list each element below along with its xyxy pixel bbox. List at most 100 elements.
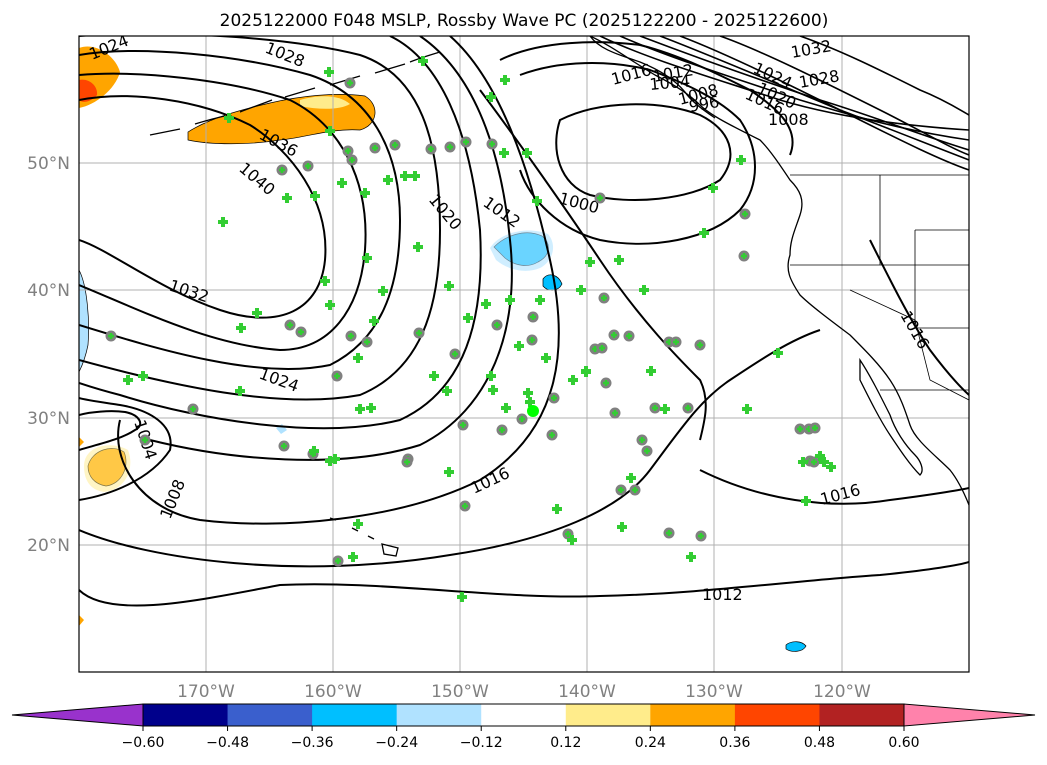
obs-plus-marker xyxy=(601,295,607,301)
obs-plus-marker xyxy=(369,316,379,326)
colorbar-tick-label: −0.12 xyxy=(460,735,503,751)
obs-plus-marker xyxy=(523,388,533,398)
obs-plus-marker xyxy=(325,126,335,136)
anomaly-shading xyxy=(79,46,807,652)
obs-plus-marker xyxy=(324,67,334,77)
contour-label: 1008 xyxy=(768,110,809,129)
obs-plus-marker xyxy=(535,295,545,305)
isobar-1036 xyxy=(79,72,367,352)
north-america-coast xyxy=(589,36,969,506)
obs-plus-marker xyxy=(108,333,114,339)
obs-plus-marker xyxy=(416,330,422,336)
coastal-isobars xyxy=(599,36,969,171)
obs-plus-marker xyxy=(410,171,420,181)
isobar-1016-se xyxy=(699,469,969,505)
obs-plus-marker xyxy=(811,459,817,465)
red-anomaly-nw xyxy=(79,79,98,102)
obs-plus-marker xyxy=(626,333,632,339)
obs-plus-marker xyxy=(218,217,228,227)
obs-plus-marker xyxy=(529,337,535,343)
colorbar-segment xyxy=(396,704,482,726)
obs-plus-marker xyxy=(348,552,358,562)
isobar-1004-sw xyxy=(79,410,142,451)
obs-plus-marker xyxy=(499,148,509,158)
obs-plus-marker xyxy=(463,313,473,323)
obs-plus-marker xyxy=(532,196,542,206)
lon-label: 150°W xyxy=(431,682,489,702)
colorbar-tick-label: −0.36 xyxy=(291,735,334,751)
isobar-1016 xyxy=(117,36,560,525)
colorbar-segment xyxy=(227,704,313,726)
obs-plus-marker xyxy=(362,253,372,263)
colorbar-tick-label: −0.24 xyxy=(375,735,418,751)
longitude-labels: 170°W 160°W 150°W 140°W 130°W 120°W xyxy=(177,682,871,702)
isobar-1024 xyxy=(79,36,482,430)
chart-title: 2025122000 F048 MSLP, Rossby Wave PC (20… xyxy=(220,11,829,31)
isobar-1032 xyxy=(79,50,402,371)
colorbar-segment xyxy=(481,704,567,726)
obs-plus-marker xyxy=(639,285,649,295)
obs-plus-marker xyxy=(697,342,703,348)
lon-label: 130°W xyxy=(685,682,743,702)
obs-plus-marker xyxy=(325,456,335,466)
lon-label: 140°W xyxy=(558,682,616,702)
obs-plus-marker xyxy=(334,373,340,379)
obs-plus-marker xyxy=(597,195,603,201)
obs-plus-marker xyxy=(463,139,469,145)
obs-plus-marker xyxy=(337,178,347,188)
obs-plus-marker xyxy=(428,146,434,152)
obs-plus-marker xyxy=(742,404,752,414)
colorbar-extend-low xyxy=(11,703,144,727)
obs-plus-marker xyxy=(235,386,245,396)
colorbar-segment xyxy=(734,704,820,726)
obs-plus-marker xyxy=(617,522,627,532)
obs-plus-marker xyxy=(626,473,636,483)
blue-anomaly-se xyxy=(785,641,807,652)
obs-plus-marker xyxy=(481,299,491,309)
colorbar-segment xyxy=(312,704,398,726)
colorbar: −0.60 −0.48 −0.36 −0.24 −0.12 0.12 0.24 0.36 0.4… xyxy=(11,703,1036,751)
isobar-1016-south xyxy=(79,329,821,568)
obs-plus-marker xyxy=(576,285,586,295)
obs-plus-marker xyxy=(585,257,595,267)
obs-plus-marker xyxy=(742,211,748,217)
obs-plus-marker xyxy=(489,141,495,147)
obs-plus-marker xyxy=(614,255,624,265)
obs-plus-marker xyxy=(666,530,672,536)
obs-plus-marker xyxy=(347,80,353,86)
contour-label: 1004 xyxy=(649,72,691,94)
isobar-1012-mid xyxy=(479,89,707,441)
obs-plus-marker xyxy=(660,404,670,414)
obs-plus-marker xyxy=(773,348,783,358)
colorbar-extend-high xyxy=(903,703,1036,727)
obs-plus-marker xyxy=(525,397,535,407)
obs-plus-marker xyxy=(632,487,638,493)
obs-plus-marker xyxy=(442,386,452,396)
obs-plus-marker xyxy=(353,519,363,529)
colorbar-tick-label: −0.60 xyxy=(122,735,165,751)
obs-plus-marker xyxy=(530,314,536,320)
latitude-labels: 50°N 40°N 30°N 20°N xyxy=(27,154,70,556)
obs-plus-marker xyxy=(335,558,341,564)
obs-plus-marker xyxy=(551,395,557,401)
obs-plus-marker xyxy=(447,144,453,150)
lightblue-anomaly-center xyxy=(490,230,554,271)
isobar-1000-low xyxy=(555,103,732,201)
obs-plus-marker xyxy=(400,171,410,181)
obs-plus-marker xyxy=(599,345,605,351)
obs-plus-marker xyxy=(345,148,351,154)
orange-anomaly-edge2 xyxy=(79,437,84,447)
obs-plus-marker xyxy=(325,300,335,310)
obs-plus-marker xyxy=(552,504,562,514)
colorbar-tick-label: 0.24 xyxy=(635,735,666,751)
obs-plus-marker xyxy=(224,113,234,123)
contour-label: 1012 xyxy=(702,585,743,604)
obs-plus-marker xyxy=(501,403,511,413)
obs-plus-marker xyxy=(349,157,355,163)
yellow-anomaly-sw xyxy=(84,445,131,492)
colorbar-segment xyxy=(819,704,905,726)
obs-plus-marker xyxy=(819,457,829,467)
obs-plus-marker xyxy=(514,341,524,351)
obs-plus-marker xyxy=(355,404,365,414)
